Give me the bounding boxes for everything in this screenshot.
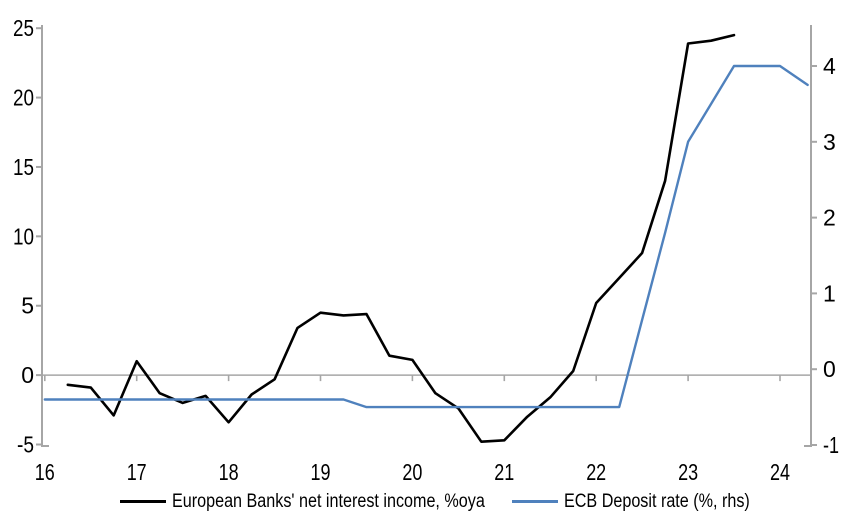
svg-text:15: 15 [13, 154, 34, 180]
svg-text:16: 16 [35, 459, 55, 485]
svg-text:0: 0 [21, 362, 34, 388]
legend-label-nii: European Banks' net interest income, %oy… [172, 490, 485, 512]
svg-text:2: 2 [823, 205, 836, 231]
svg-text:0: 0 [823, 356, 836, 382]
svg-text:-5: -5 [17, 432, 34, 458]
svg-text:25: 25 [13, 15, 34, 41]
svg-text:10: 10 [13, 223, 34, 249]
left-axis-labels: -5 0 5 10 15 20 25 [13, 15, 34, 457]
svg-text:19: 19 [311, 459, 331, 485]
zero-gridline [42, 374, 811, 382]
svg-text:5: 5 [21, 293, 34, 319]
svg-text:23: 23 [678, 459, 698, 485]
svg-text:20: 20 [402, 459, 422, 485]
legend-label-deposit-rate: ECB Deposit rate (%, rhs) [564, 490, 750, 512]
svg-text:20: 20 [13, 85, 34, 111]
right-axis-labels: -1 0 1 2 3 4 [823, 53, 839, 458]
svg-text:22: 22 [586, 459, 606, 485]
svg-text:18: 18 [219, 459, 239, 485]
left-axis [36, 25, 49, 447]
nii-line-swatch [120, 500, 166, 503]
svg-text:-1: -1 [823, 432, 839, 458]
svg-text:17: 17 [127, 459, 147, 485]
legend-item-nii: European Banks' net interest income, %oy… [120, 491, 540, 512]
series-line-nii [66, 33, 736, 444]
right-axis [804, 25, 817, 447]
svg-text:21: 21 [494, 459, 514, 485]
svg-text:1: 1 [823, 280, 836, 306]
x-axis-labels: 16 17 18 19 20 21 22 23 24 [35, 459, 790, 485]
legend-item-deposit-rate: ECB Deposit rate (%, rhs) [512, 491, 783, 512]
svg-text:24: 24 [770, 459, 790, 485]
svg-text:4: 4 [823, 53, 836, 79]
series-line-deposit-rate [43, 64, 809, 409]
svg-text:3: 3 [823, 129, 836, 155]
deposit-rate-line-swatch [512, 500, 558, 503]
